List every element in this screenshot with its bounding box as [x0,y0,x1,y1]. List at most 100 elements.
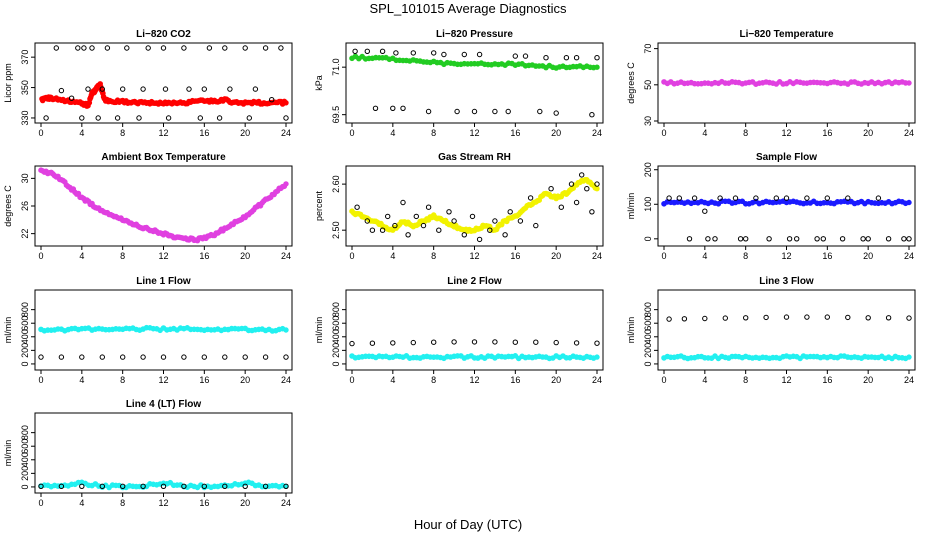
data-point [262,483,269,489]
panel-title: Sample Flow [756,152,817,163]
y-tick-label: 600 [20,316,30,331]
panel-frame [657,165,916,247]
data-point [589,112,595,118]
x-tick-label: 24 [281,375,291,385]
panel-title: Line 1 Flow [136,276,191,287]
x-tick-label: 0 [38,375,43,385]
data-point [246,115,253,121]
y-axis-label: percent [314,190,324,221]
data-point [461,232,467,238]
data-point [364,48,370,54]
y-tick-label: 0 [643,361,653,366]
data-point [906,199,912,206]
y-tick-label: 800 [20,425,30,440]
data-point [349,340,355,347]
series-black [666,314,912,322]
panel-title: Line 4 (LT) Flow [126,399,202,410]
data-point [181,483,187,489]
data-point [469,213,476,220]
data-point [814,236,820,242]
data-point [390,340,396,346]
x-tick-label: 24 [592,128,602,138]
data-point [120,354,126,360]
data-point [95,115,101,121]
x-tick-label: 20 [240,498,250,508]
x-tick-label: 4 [390,251,395,261]
data-point [369,340,376,346]
data-point [553,110,559,116]
y-tick-label: 600 [331,316,341,331]
data-point [666,316,672,322]
data-point [783,314,790,320]
series-cyan [661,353,912,362]
x-tick-label: 8 [120,128,125,138]
data-point [824,195,830,201]
data-point [436,227,442,233]
data-point [420,222,427,229]
data-point [573,55,580,61]
y-tick-label: 200 [643,343,653,358]
y-tick-label: 370 [20,50,30,65]
data-point [594,340,600,346]
x-tick-label: 20 [240,251,250,261]
data-point [845,314,851,321]
data-point [839,236,846,242]
data-point [81,45,87,51]
data-point [38,354,44,360]
data-point [804,314,810,320]
data-point [283,354,289,360]
y-tick-label: 0 [643,236,653,241]
data-point [99,354,106,360]
data-point [165,115,172,121]
series-black [349,339,600,347]
y-axis-label: ml/min [3,440,13,467]
series-black [352,48,600,118]
panel-1: Li−820 CO2 0 4 8 12 16 20 24 330 350 370 Licor ppm [3,29,293,138]
panel-title: Line 3 Flow [759,276,814,287]
y-tick-label: 100 [643,197,653,212]
data-point [242,483,248,489]
data-point [283,100,289,106]
x-tick-label: 8 [743,251,748,261]
y-tick-label: 30 [643,116,653,126]
data-point [737,236,744,242]
x-tick-label: 8 [431,128,436,138]
data-point [242,354,248,360]
data-point [845,195,851,201]
panel-frame [34,42,293,124]
y-tick-label: 800 [643,302,653,317]
data-point [400,105,406,112]
data-point [743,236,749,242]
panel-title: Li−820 CO2 [136,29,191,40]
data-point [68,95,75,101]
data-point [875,195,882,201]
panel-title: Ambient Box Temperature [101,152,226,163]
panel-6: Sample Flow 0 4 8 12 16 20 24 0 100 200 ml/min [626,152,916,261]
x-tick-label: 8 [120,375,125,385]
data-point [104,45,111,51]
x-tick-label: 20 [240,375,250,385]
data-point [262,45,269,51]
panel-title: Gas Stream RH [438,152,511,163]
data-point [865,315,871,321]
data-point [160,354,167,360]
y-axis-label: ml/min [314,317,324,344]
data-point [794,236,800,242]
data-point [120,86,126,92]
data-point [476,51,483,58]
data-point [666,195,672,201]
x-tick-label: 0 [661,251,666,261]
data-point [252,86,259,92]
data-point [860,236,866,242]
data-point [804,195,810,201]
data-point [405,232,411,238]
x-tick-label: 16 [510,251,520,261]
x-tick-label: 0 [38,128,43,138]
data-point [364,218,370,224]
y-tick-label: 70 [643,44,653,54]
data-point [283,327,289,333]
data-point [393,50,399,56]
panel-title: Line 2 Flow [447,276,502,287]
